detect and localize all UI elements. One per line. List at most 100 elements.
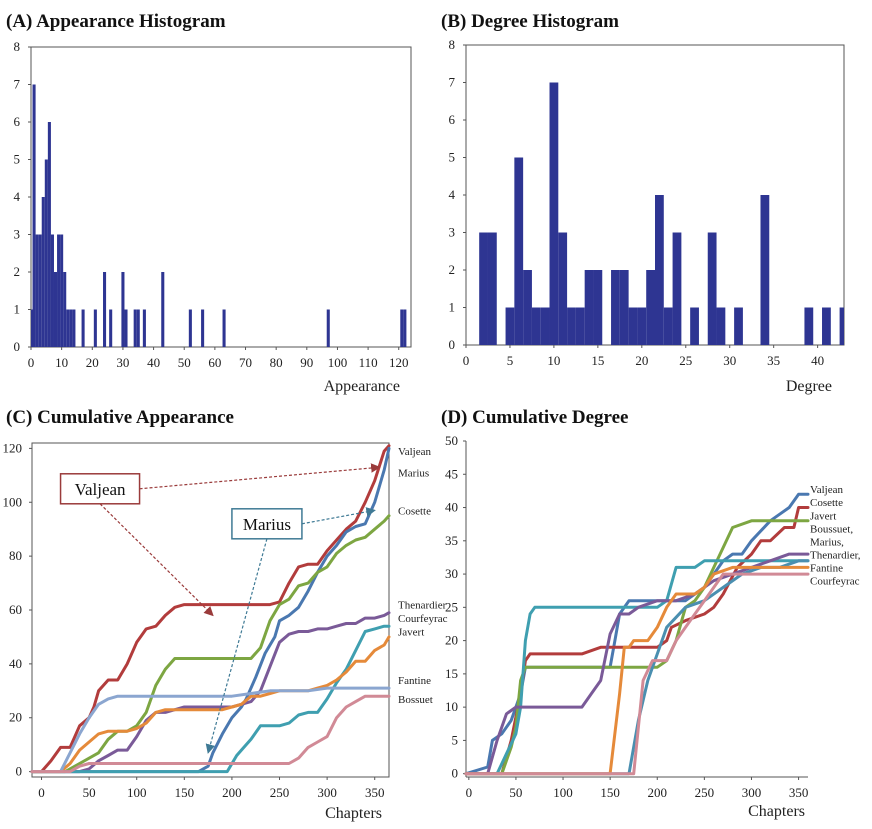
bar-b xyxy=(760,195,770,345)
callout-arrow-valjean xyxy=(99,503,214,617)
panel-title-b: (B) Degree Histogram xyxy=(441,11,619,32)
bar-a xyxy=(124,309,128,347)
y-tick-label-a: 6 xyxy=(14,114,21,129)
x-tick-label-a: 20 xyxy=(86,355,99,370)
y-tick-label-d: 50 xyxy=(445,433,458,448)
y-tick-label-d: 10 xyxy=(445,699,458,714)
bar-b xyxy=(628,307,638,345)
series-label-cosette-c: Cosette xyxy=(398,505,431,517)
y-tick-label-a: 7 xyxy=(14,77,21,92)
bar-a xyxy=(222,309,226,347)
bar-b xyxy=(655,195,664,345)
bar-b xyxy=(822,307,831,345)
x-tick-label-b: 25 xyxy=(679,353,692,368)
bar-b xyxy=(523,270,532,345)
x-tick-label-a: 0 xyxy=(28,355,35,370)
x-tick-label-b: 40 xyxy=(811,353,824,368)
bar-a xyxy=(93,309,97,347)
x-tick-label-a: 40 xyxy=(147,355,160,370)
y-tick-label-b: 0 xyxy=(449,337,456,352)
series-line-thenardier-c xyxy=(30,611,391,774)
bar-b xyxy=(575,307,585,345)
x-tick-label-b: 5 xyxy=(507,353,514,368)
x-tick-label-d: 50 xyxy=(509,785,522,800)
series-label-d-1-0: Javert xyxy=(810,511,836,523)
bar-b xyxy=(707,232,717,345)
series-line-javert-c xyxy=(30,635,391,774)
panel-title-d: (D) Cumulative Degree xyxy=(441,407,629,428)
bar-a xyxy=(50,234,54,347)
x-tick-label-d: 0 xyxy=(466,785,473,800)
y-tick-label-d: 30 xyxy=(445,566,458,581)
x-tick-label-a: 70 xyxy=(239,355,252,370)
y-tick-label-c: 20 xyxy=(9,710,22,725)
x-tick-label-d: 100 xyxy=(553,785,573,800)
x-tick-label-a: 120 xyxy=(389,355,409,370)
callout-label-marius: Marius xyxy=(243,515,291,534)
bar-a xyxy=(103,272,107,347)
bar-a xyxy=(109,309,113,347)
y-tick-label-d: 20 xyxy=(445,633,458,648)
series-line-bossuet-c xyxy=(30,694,391,774)
bar-a xyxy=(161,272,165,347)
callout-arrow-valjean xyxy=(139,463,381,490)
bar-a xyxy=(201,309,205,347)
bar-a xyxy=(32,84,36,347)
x-tick-label-a: 50 xyxy=(178,355,191,370)
y-tick-label-b: 4 xyxy=(449,187,456,202)
bar-a xyxy=(66,309,70,347)
y-tick-label-a: 2 xyxy=(14,264,21,279)
series-label-thenardier-c: Thenardier xyxy=(398,600,447,612)
bar-b xyxy=(531,307,541,345)
series-label-courfeyrac-c: Courfeyrac xyxy=(398,613,448,625)
series-label-javert-c: Javert xyxy=(398,627,424,639)
y-tick-label-b: 6 xyxy=(449,112,456,127)
bar-a xyxy=(133,309,137,347)
x-tick-label-a: 30 xyxy=(116,355,129,370)
bar-a xyxy=(326,309,330,347)
y-tick-label-c: 0 xyxy=(16,764,23,779)
y-tick-label-c: 60 xyxy=(9,602,22,617)
bar-a xyxy=(38,234,42,347)
y-tick-label-a: 0 xyxy=(14,339,21,354)
bar-a xyxy=(35,234,39,347)
plot-frame-a xyxy=(30,46,412,348)
bar-a xyxy=(47,122,51,347)
y-tick-label-d: 40 xyxy=(445,500,458,515)
bar-a xyxy=(69,309,73,347)
panel-title-c: (C) Cumulative Appearance xyxy=(6,407,234,428)
bar-b xyxy=(672,232,682,345)
bar-b xyxy=(540,307,550,345)
bar-a xyxy=(63,272,67,347)
bar-a xyxy=(57,234,61,347)
bar-a xyxy=(44,159,48,347)
bar-b xyxy=(514,157,524,345)
bar-a xyxy=(188,309,192,347)
panel-title-a: (A) Appearance Histogram xyxy=(6,11,226,32)
bar-b xyxy=(646,270,655,345)
x-tick-label-a: 60 xyxy=(208,355,221,370)
bar-b xyxy=(593,270,603,345)
callout-box-valjean xyxy=(59,473,141,505)
x-tick-label-c: 50 xyxy=(83,785,96,800)
bar-b xyxy=(734,307,743,345)
x-tick-label-d: 150 xyxy=(600,785,620,800)
callout-arrow-marius xyxy=(205,538,268,754)
bar-b xyxy=(637,307,647,345)
y-tick-label-c: 120 xyxy=(3,440,23,455)
x-tick-label-c: 150 xyxy=(175,785,195,800)
series-label-fantine-c: Fantine xyxy=(398,675,431,687)
series-label-bossuet-c: Bossuet xyxy=(398,694,433,706)
x-tick-label-c: 250 xyxy=(270,785,290,800)
bar-a xyxy=(81,309,85,347)
x-tick-label-b: 20 xyxy=(635,353,648,368)
x-tick-label-d: 350 xyxy=(789,785,809,800)
y-tick-label-d: 35 xyxy=(445,533,458,548)
bar-b xyxy=(505,307,515,345)
y-tick-label-d: 0 xyxy=(452,766,459,781)
x-tick-label-c: 350 xyxy=(365,785,385,800)
series-line-boussuet-d xyxy=(464,559,810,776)
bar-a xyxy=(72,309,76,347)
bar-a xyxy=(121,272,125,347)
